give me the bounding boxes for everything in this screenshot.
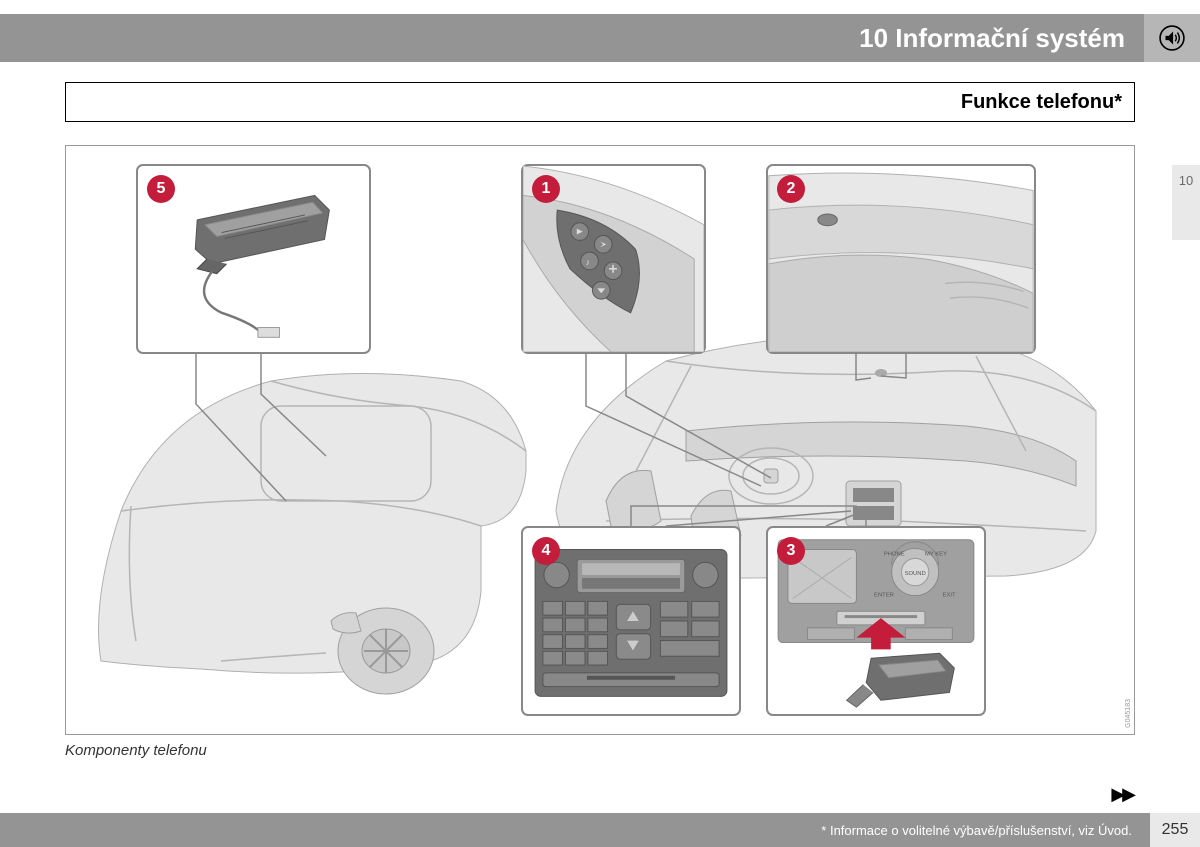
exit-label: EXIT bbox=[943, 593, 956, 599]
sound-label: SOUND bbox=[905, 571, 926, 577]
chapter-title: 10 Informační systém bbox=[859, 23, 1125, 54]
phone-label: PHONE bbox=[884, 551, 905, 557]
continuation-indicator: ▶▶ bbox=[1111, 784, 1133, 805]
footnote-marker: * bbox=[821, 823, 826, 838]
marker-2: 2 bbox=[777, 175, 805, 203]
marker-4: 4 bbox=[532, 537, 560, 565]
section-header-box: Funkce telefonu* bbox=[65, 82, 1135, 122]
audio-tab bbox=[1144, 14, 1200, 62]
page-number: 255 bbox=[1150, 813, 1200, 847]
image-reference-code: G045183 bbox=[1125, 699, 1132, 728]
page-footer: * Informace o volitelné výbavě/příslušen… bbox=[0, 813, 1200, 847]
chapter-side-tab: 10 bbox=[1172, 165, 1200, 240]
mykey-label: MY KEY bbox=[925, 551, 947, 557]
svg-text:♪: ♪ bbox=[586, 257, 590, 267]
diagram-caption: Komponenty telefonu bbox=[65, 742, 207, 759]
enter-label: ENTER bbox=[874, 593, 894, 599]
section-title: Funkce telefonu* bbox=[961, 91, 1122, 114]
diagram-container: ♪ bbox=[65, 145, 1135, 735]
callout-box-2 bbox=[766, 164, 1036, 354]
speaker-icon bbox=[1159, 25, 1185, 51]
chapter-header: 10 Informační systém bbox=[0, 14, 1200, 62]
footer-note: * Informace o volitelné výbavě/příslušen… bbox=[821, 823, 1132, 838]
marker-5: 5 bbox=[147, 175, 175, 203]
car-exterior-illustration bbox=[81, 351, 541, 701]
marker-3: 3 bbox=[777, 537, 805, 565]
headliner-illustration bbox=[768, 166, 1034, 352]
side-tab-label: 10 bbox=[1179, 173, 1193, 188]
footnote-text: Informace o volitelné výbavě/příslušenst… bbox=[830, 823, 1132, 838]
marker-1: 1 bbox=[532, 175, 560, 203]
